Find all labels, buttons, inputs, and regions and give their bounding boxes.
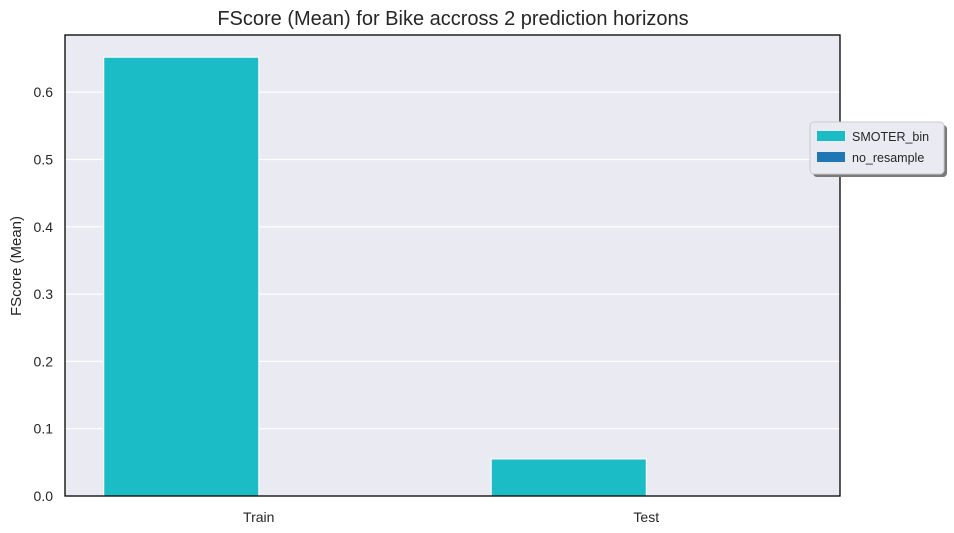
- y-axis: 0.0 0.1 0.2 0.3 0.4 0.5 0.6: [34, 84, 54, 504]
- bar-SMOTER_bin-Train: [103, 56, 260, 497]
- bars: [103, 56, 647, 497]
- plot-frame: [64, 34, 841, 497]
- y-tick-label: 0.5: [34, 152, 54, 168]
- bar-SMOTER_bin-Test: [490, 458, 647, 497]
- y-tick-label: 0.4: [34, 219, 54, 235]
- y-tick-label: 0.2: [34, 353, 54, 369]
- x-tick-label: Test: [633, 509, 659, 525]
- legend: SMOTER_bin no_resample: [809, 121, 947, 177]
- chart-title: FScore (Mean) for Bike accross 2 predict…: [217, 8, 688, 30]
- x-axis: Train Test: [243, 509, 659, 525]
- legend-label: SMOTER_bin: [852, 130, 929, 144]
- y-tick-label: 0.0: [34, 488, 54, 504]
- y-tick-label: 0.3: [34, 286, 54, 302]
- legend-swatch: [817, 152, 845, 162]
- y-tick-label: 0.6: [34, 84, 54, 100]
- legend-swatch: [817, 131, 845, 141]
- x-tick-label: Train: [243, 509, 274, 525]
- legend-label: no_resample: [852, 151, 924, 165]
- y-tick-label: 0.1: [34, 421, 54, 437]
- y-axis-label: FScore (Mean): [8, 216, 25, 316]
